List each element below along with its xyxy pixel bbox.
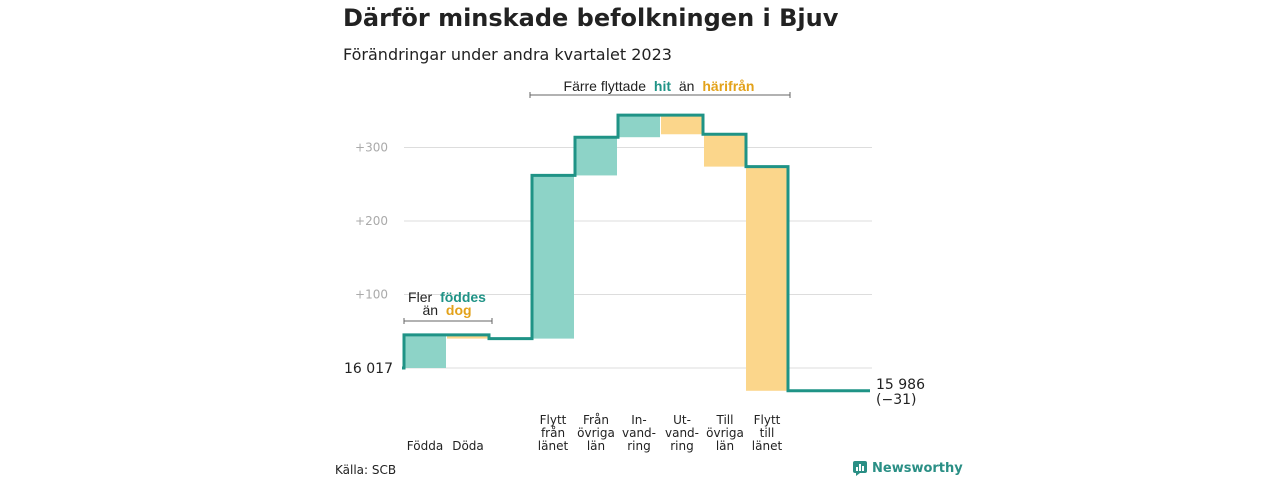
grid-layer: [404, 147, 872, 369]
chart-subtitle: Förändringar under andra kvartalet 2023: [343, 45, 672, 64]
y-tick-label: +300: [355, 141, 388, 155]
waterfall-bar: [447, 334, 489, 339]
category-label: Döda: [452, 439, 484, 453]
births-annotation-line1: Fler föddes: [408, 289, 486, 305]
moves-annotation: Färre flyttade hit än härifrån: [564, 78, 755, 94]
waterfall-bar: [532, 175, 574, 339]
cumulative-step-line: [402, 113, 870, 393]
category-label: Ut-vand-ring: [665, 413, 699, 453]
step-line-layer: [402, 113, 870, 393]
waterfall-bar: [704, 134, 746, 167]
category-label: Flytt från länet: [538, 413, 569, 453]
waterfall-chart: +100 +200 +300 16 017 Födda Döda Flytt från läne…: [344, 78, 925, 454]
waterfall-bar: [575, 137, 617, 176]
newsworthy-logo-icon: [853, 461, 867, 476]
annotation-layer: Fler föddes än dog Färre flyttade hit än…: [403, 78, 791, 324]
births-annotation-than: än: [422, 302, 438, 318]
waterfall-bar: [404, 334, 446, 368]
moves-annotation-than: än: [679, 78, 695, 94]
brand-name: Newsworthy: [872, 461, 963, 476]
category-label: Till övriga län: [706, 413, 744, 453]
births-annotation-died: dog: [446, 302, 472, 318]
births-annotation-line2: än dog: [422, 302, 471, 318]
moves-annotation-from-here: härifrån: [702, 78, 754, 94]
waterfall-bar: [746, 166, 788, 391]
start-value-label: 16 017: [344, 361, 393, 377]
brand-logo: Newsworthy: [853, 461, 963, 476]
labels-layer: +100 +200 +300 16 017 Födda Döda Flytt från läne…: [344, 141, 925, 454]
waterfall-bar: [618, 115, 660, 138]
births-annotation-born: föddes: [440, 289, 486, 305]
category-label: Flytt till länet: [752, 413, 783, 453]
y-tick-label: +100: [355, 288, 388, 302]
y-tick-label: +200: [355, 214, 388, 228]
end-value-label: 15 986: [876, 377, 925, 393]
moves-annotation-prefix: Färre flyttade: [564, 78, 647, 94]
births-annotation-prefix: Fler: [408, 289, 432, 305]
category-label: Från övriga län: [577, 413, 615, 453]
source-note: Källa: SCB: [335, 463, 397, 477]
waterfall-bar: [661, 115, 703, 135]
category-label: Födda: [407, 439, 443, 453]
bars-layer: [404, 115, 788, 391]
category-label: In-vand-ring: [622, 413, 656, 453]
chart-title: Därför minskade befolkningen i Bjuv: [343, 4, 839, 32]
moves-annotation-here: hit: [654, 78, 671, 94]
end-change-label: (−31): [876, 392, 916, 408]
